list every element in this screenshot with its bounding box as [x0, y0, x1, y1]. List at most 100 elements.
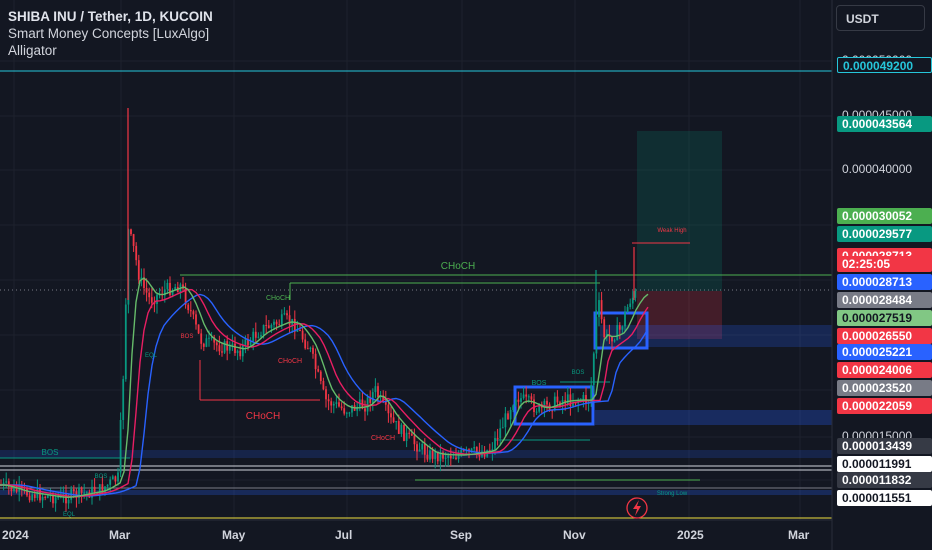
price-tag: 0.000026550: [837, 328, 932, 344]
candle-body: [72, 489, 75, 492]
candle-body: [143, 277, 145, 288]
candle-body: [533, 399, 535, 413]
time-tick: May: [222, 528, 246, 542]
candle-body: [514, 399, 517, 406]
target-zone: [637, 131, 722, 291]
candle-body: [543, 400, 546, 408]
symbol-title[interactable]: SHIBA INU / Tether, 1D, KUCOIN: [8, 9, 213, 24]
candle-body: [603, 319, 606, 338]
price-tag: 0.000011832: [837, 472, 932, 488]
price-tag: 0.000024006: [837, 362, 932, 378]
candle-body: [335, 402, 338, 404]
candle-body: [10, 486, 13, 492]
structure-label: CHoCH: [246, 411, 280, 422]
candle-body: [582, 394, 585, 401]
candle-body: [182, 284, 184, 289]
lightning-icon[interactable]: [626, 497, 648, 519]
candle-body: [525, 394, 528, 397]
candle-body: [28, 495, 31, 501]
candle-body: [265, 324, 268, 326]
candle-body: [200, 333, 203, 344]
candle-body: [436, 451, 439, 462]
candle-body: [231, 343, 234, 345]
chart-legend: SHIBA INU / Tether, 1D, KUCOIN Smart Mon…: [8, 8, 213, 59]
candle-body: [156, 294, 158, 304]
candle-body: [520, 398, 522, 402]
candle-body: [122, 379, 125, 420]
candle-body: [189, 310, 192, 312]
order-block-zone: [595, 410, 832, 425]
candle-body: [166, 282, 169, 290]
candle-body: [598, 300, 600, 318]
candle-body: [418, 449, 421, 452]
price-tag: 0.000029577: [837, 226, 932, 242]
candle-body: [2, 482, 5, 486]
candle-body: [348, 412, 351, 414]
candle-body: [150, 297, 153, 303]
candle-body: [351, 405, 353, 413]
candle-body: [566, 394, 569, 404]
candle-body: [283, 313, 286, 315]
candle-body: [356, 406, 359, 411]
candle-body: [148, 292, 151, 298]
candle-body: [54, 497, 57, 504]
indicator-alligator[interactable]: Alligator: [8, 43, 57, 58]
candle-body: [496, 437, 499, 439]
candle-body: [44, 496, 47, 498]
candle-body: [67, 499, 70, 504]
candle-body: [262, 324, 265, 336]
candle-body: [52, 495, 54, 504]
time-tick: Sep: [450, 528, 473, 542]
candle-body: [423, 443, 426, 455]
candle-body: [7, 481, 10, 487]
candle-body: [119, 419, 122, 473]
candle-body: [247, 339, 249, 346]
candle-body: [296, 329, 299, 332]
candle-body: [395, 421, 398, 423]
candle-body: [244, 339, 247, 345]
candle-body: [163, 289, 166, 296]
price-tag: 0.000023520: [837, 380, 932, 396]
price-tag: 0.000030052: [837, 208, 932, 224]
candle-body: [104, 486, 106, 494]
candle-body: [132, 234, 135, 246]
time-tick: Mar: [788, 528, 810, 542]
order-block-zones: [0, 131, 832, 495]
candle-body: [46, 495, 49, 498]
candle-body: [202, 343, 205, 347]
candle-body: [117, 472, 119, 482]
candle-body: [221, 351, 223, 353]
candle-body: [447, 455, 450, 458]
candle-body: [613, 340, 616, 342]
candle-body: [397, 421, 400, 434]
candle-body: [475, 446, 478, 453]
candle-body: [273, 321, 275, 325]
structure-label: EQL: [145, 353, 158, 359]
candle-body: [236, 350, 239, 354]
price-tag: 0.000011991: [837, 456, 932, 472]
candle-body: [223, 341, 226, 353]
order-block-zone: [600, 325, 832, 347]
candle-body: [254, 331, 257, 338]
candle-body: [226, 341, 229, 351]
candle-body: [332, 403, 335, 406]
currency-selector[interactable]: USDT: [836, 5, 925, 31]
candle-body: [31, 494, 34, 501]
candle-body: [439, 452, 442, 462]
indicator-smc[interactable]: Smart Money Concepts [LuxAlgo]: [8, 26, 210, 41]
candle-body: [382, 395, 385, 401]
structure-label: Weak High: [657, 228, 686, 234]
candle-body: [494, 437, 496, 450]
candle-body: [556, 396, 559, 403]
candle-body: [174, 286, 177, 290]
candle-body: [338, 402, 340, 407]
candle-body: [330, 401, 333, 406]
candle-body: [286, 313, 288, 316]
candle-body: [15, 486, 18, 492]
alligator-lines: [0, 277, 649, 499]
candle-body: [616, 325, 619, 341]
candle-body: [130, 229, 132, 235]
candle-body: [569, 394, 572, 407]
candle-body: [106, 484, 109, 487]
